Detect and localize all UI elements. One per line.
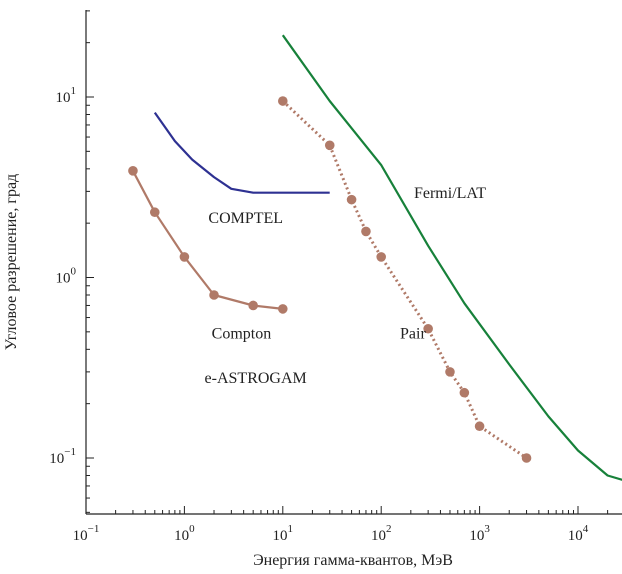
x-tick-label: 101 <box>273 523 294 544</box>
data-point-pair <box>278 96 288 106</box>
series-line-comptel <box>153 111 330 194</box>
x-tick-label: 100 <box>174 523 195 544</box>
series-line-compton <box>131 170 283 310</box>
annotations: COMPTEL Fermi/LAT Compton Pair e-ASTROGAM <box>205 185 487 387</box>
axis-ticks <box>85 10 609 514</box>
data-point-pair <box>346 194 357 205</box>
annotation-pair: Pair <box>400 325 426 342</box>
y-tick-label: 10−1 <box>49 446 76 467</box>
x-tick-label: 103 <box>469 523 490 544</box>
tick-labels: 10−1 100 101 102 103 104 10−1 100 101 <box>49 85 588 544</box>
series-line-pair <box>281 99 528 460</box>
annotation-e-astrogam: e-ASTROGAM <box>205 370 307 387</box>
y-axis-label: Угловое разрешение, град <box>3 174 20 350</box>
data-point-pair <box>459 387 470 398</box>
data-point-compton <box>179 252 190 262</box>
data-point-compton <box>248 300 258 311</box>
series-layer <box>128 34 622 481</box>
annotation-comptel: COMPTEL <box>208 210 283 227</box>
x-axis-label: Энергия гамма-квантов, МэВ <box>253 552 453 569</box>
data-point-compton <box>209 290 219 300</box>
x-tick-label: 102 <box>371 523 392 544</box>
data-point-pair <box>474 421 485 432</box>
data-point-pair <box>521 453 532 463</box>
annotation-compton: Compton <box>212 325 272 342</box>
x-tick-label: 104 <box>568 523 589 544</box>
y-tick-label: 100 <box>56 266 77 287</box>
data-point-pair <box>376 252 387 262</box>
data-point-compton <box>278 304 288 314</box>
data-point-pair <box>361 226 371 237</box>
series-line-fermi-lat <box>281 34 622 481</box>
data-point-pair <box>423 323 433 334</box>
y-tick-label: 101 <box>56 85 77 106</box>
data-point-pair <box>445 367 455 377</box>
data-point-compton <box>128 166 138 176</box>
plot-frame <box>85 10 622 515</box>
annotation-fermi-lat: Fermi/LAT <box>414 185 486 202</box>
x-tick-label: 10−1 <box>73 523 100 544</box>
data-point-pair <box>324 140 335 151</box>
data-point-compton <box>149 207 160 218</box>
